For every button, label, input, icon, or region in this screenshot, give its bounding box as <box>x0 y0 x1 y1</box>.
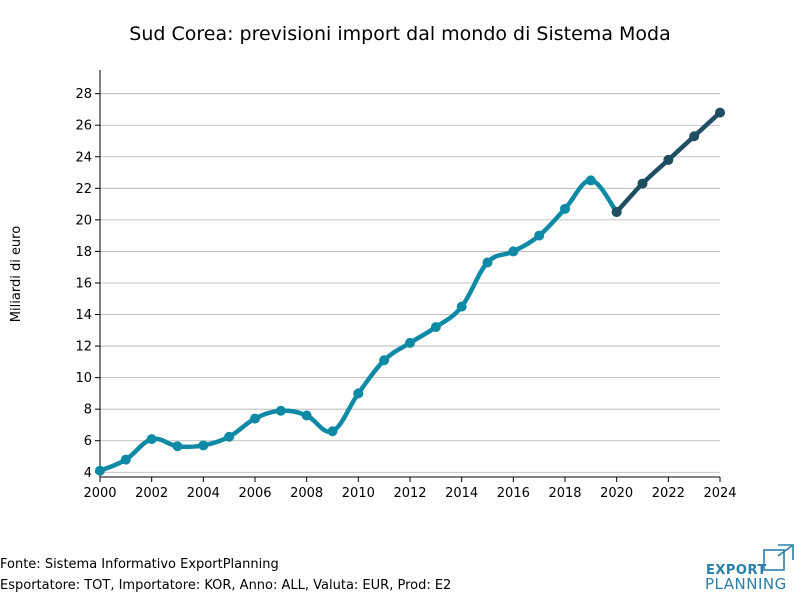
data-point <box>508 246 519 257</box>
x-tick-label: 2010 <box>342 486 375 501</box>
x-tick-label: 2004 <box>187 486 220 501</box>
data-point <box>637 178 648 189</box>
data-point <box>379 355 390 366</box>
data-point <box>120 454 131 465</box>
y-tick-label: 28 <box>75 87 92 102</box>
data-point <box>534 230 545 241</box>
y-tick-label: 16 <box>75 276 92 291</box>
data-point <box>611 206 622 217</box>
data-point <box>482 257 493 268</box>
y-axis-label: Miliardi di euro <box>9 226 24 322</box>
data-point <box>405 337 415 348</box>
logo-text-planning: PLANNING <box>705 575 787 593</box>
y-tick-label: 24 <box>75 150 92 165</box>
x-tick-label: 2024 <box>703 486 736 501</box>
y-tick-label: 6 <box>84 434 92 449</box>
x-tick-label: 2018 <box>548 486 581 501</box>
data-point <box>250 413 260 424</box>
data-point <box>301 410 312 421</box>
footer-details: Esportatore: TOT, Importatore: KOR, Anno… <box>0 578 452 593</box>
logo-text-export: EXPORT <box>706 563 767 578</box>
x-tick-label: 2020 <box>600 486 633 501</box>
x-tick-label: 2012 <box>393 486 426 501</box>
footer-source: Fonte: Sistema Informativo ExportPlannin… <box>0 557 279 572</box>
x-tick-label: 2006 <box>238 486 271 501</box>
x-tick-label: 2016 <box>497 486 530 501</box>
data-point <box>198 440 209 451</box>
y-tick-label: 22 <box>75 182 92 197</box>
exportplanning-logo: EXPORT PLANNING <box>700 542 796 594</box>
x-tick-label: 2014 <box>445 486 478 501</box>
x-tick-label: 2002 <box>135 486 168 501</box>
data-point <box>327 426 338 437</box>
x-tick-label: 2008 <box>290 486 323 501</box>
logo-icon <box>763 544 794 571</box>
x-tick-label: 2022 <box>652 486 685 501</box>
y-tick-label: 26 <box>75 119 92 134</box>
y-tick-label: 14 <box>75 308 92 323</box>
data-point <box>275 405 286 416</box>
y-tick-label: 18 <box>75 245 92 260</box>
data-point <box>172 441 183 452</box>
data-point <box>585 175 596 186</box>
data-point <box>560 203 570 214</box>
data-point <box>353 388 364 399</box>
y-tick-label: 10 <box>75 371 92 386</box>
data-point <box>663 154 674 165</box>
x-tick-label: 2000 <box>83 486 116 501</box>
series-line-0 <box>97 178 619 473</box>
y-tick-label: 4 <box>84 466 92 481</box>
data-point <box>146 434 157 445</box>
series-group <box>95 107 725 476</box>
data-point <box>715 107 725 118</box>
grid-lines <box>100 93 720 473</box>
chart-title: Sud Corea: previsioni import dal mondo d… <box>129 23 670 45</box>
y-tick-label: 12 <box>75 340 92 355</box>
y-tick-label: 8 <box>84 403 92 418</box>
data-point <box>95 465 105 476</box>
y-tick-label: 20 <box>75 213 92 228</box>
data-point <box>689 131 700 142</box>
data-point <box>430 322 441 333</box>
data-point <box>456 301 467 312</box>
data-point <box>224 431 235 442</box>
